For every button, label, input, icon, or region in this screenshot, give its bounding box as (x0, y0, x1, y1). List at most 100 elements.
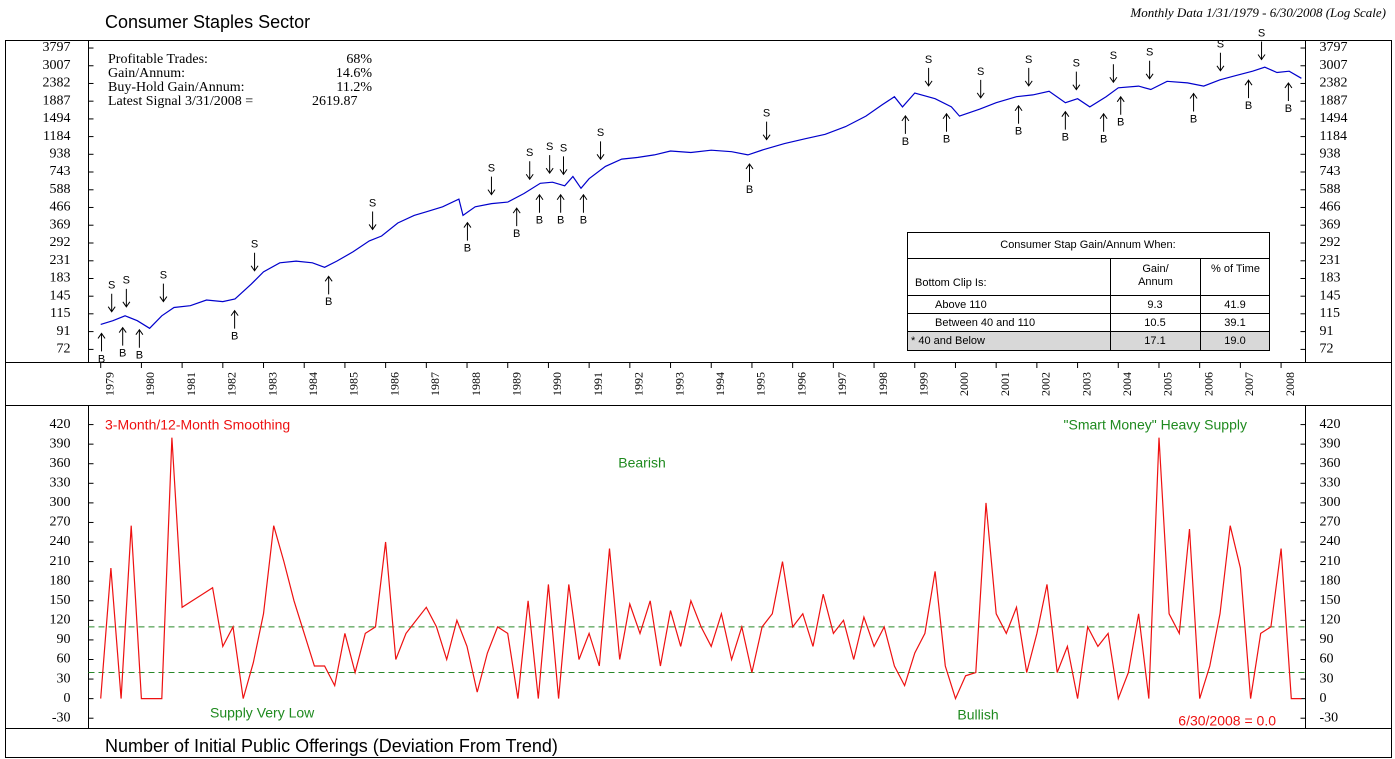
y-tick-label: 1184 (1320, 129, 1347, 144)
signal-arrow (1244, 79, 1253, 99)
signal-label: S (560, 142, 567, 154)
table-cell: 19.0 (1224, 335, 1245, 347)
table-header-box: % of Time (1211, 263, 1260, 275)
signal-arrow (1014, 104, 1023, 124)
annotation: 3-Month/12-Month Smoothing (105, 417, 290, 433)
y-tick-label: 91 (57, 324, 71, 339)
signal-arrow (1109, 64, 1118, 84)
signal-label: S (108, 280, 115, 292)
y-tick-label: 588 (1320, 182, 1341, 197)
x-tick-label: 1982 (225, 372, 239, 396)
table-cell: Above 110 (935, 299, 987, 311)
x-tick-label: 1987 (428, 372, 442, 396)
y-tick-label: 60 (1320, 652, 1334, 667)
x-tick-label: 2005 (1161, 372, 1175, 396)
y-tick-label: 270 (1320, 515, 1341, 530)
x-tick-label: 1991 (591, 372, 605, 396)
x-tick-label: 1993 (672, 372, 686, 396)
y-tick-label: 30 (1320, 671, 1334, 686)
chart-title: Consumer Staples Sector (105, 12, 310, 32)
signal-arrow (1099, 112, 1108, 132)
signal-label: S (1073, 58, 1080, 70)
signal-label: B (536, 215, 543, 227)
y-tick-label: 938 (50, 147, 71, 162)
x-tick-label: 1996 (794, 372, 808, 396)
y-tick-label: 210 (1320, 554, 1341, 569)
signal-arrow (324, 275, 333, 295)
signal-label: S (369, 197, 376, 209)
y-tick-label: 369 (50, 217, 71, 232)
stat-value: 2619.87 (312, 94, 358, 109)
y-tick-label: 240 (50, 534, 71, 549)
y-tick-label: 743 (50, 164, 71, 179)
signal-label: B (1285, 103, 1292, 115)
y-tick-label: 145 (1320, 288, 1341, 303)
chart-subtitle: Monthly Data 1/31/1979 - 6/30/2008 (Log … (1129, 5, 1386, 20)
y-tick-label: 0 (64, 691, 71, 706)
signal-arrow (487, 176, 496, 196)
table-cell: 10.5 (1144, 317, 1165, 329)
signal-label: B (136, 350, 143, 362)
y-tick-label: 180 (50, 573, 71, 588)
signal-label: B (119, 347, 126, 359)
table-frame (907, 232, 1270, 351)
signal-arrow (1189, 92, 1198, 112)
table-header-box: Gain/ Annum (1138, 263, 1173, 288)
signal-label: S (763, 108, 770, 120)
signal-arrow (463, 221, 472, 241)
y-tick-label: 420 (50, 417, 71, 432)
data-line (100, 66, 1302, 330)
stat-label: Latest Signal 3/31/2008 = (108, 94, 253, 109)
stat-label: Profitable Trades: (108, 52, 208, 67)
x-tick-label: 2008 (1283, 372, 1297, 396)
y-tick-label: 390 (1320, 436, 1341, 451)
signal-label: B (1100, 134, 1107, 146)
signal-label: B (231, 331, 238, 343)
signal-arrow (1216, 52, 1225, 72)
y-tick-label: 145 (50, 288, 71, 303)
y-tick-label: 3797 (1320, 40, 1348, 55)
signal-arrow (1116, 95, 1125, 115)
signal-arrow (559, 156, 568, 176)
y-tick-label: 60 (57, 652, 71, 667)
signal-label: B (902, 136, 909, 148)
signal-label: S (925, 54, 932, 66)
table-cell: 39.1 (1224, 317, 1245, 329)
x-tick-label: 1998 (876, 372, 890, 396)
y-tick-label: 231 (1320, 253, 1341, 268)
y-tick-label: 231 (50, 253, 71, 268)
x-tick-label: 1990 (550, 372, 564, 396)
x-tick-label: 2007 (1242, 372, 1256, 396)
signal-arrow (1284, 82, 1293, 101)
y-tick-label: 369 (1320, 217, 1341, 232)
x-tick-label: 1984 (306, 372, 320, 396)
x-tick-label: 2002 (1039, 372, 1053, 396)
stats: Profitable Trades: 68% Gain/Annum: 14.6%… (108, 52, 372, 109)
y-tick-label: 91 (1320, 324, 1334, 339)
signal-arrow (535, 193, 544, 213)
y-tick-label: 3007 (1320, 58, 1348, 73)
signal-label: S (251, 239, 258, 251)
x-tick-label: 1989 (509, 372, 523, 396)
y-tick-label: 115 (50, 306, 70, 321)
x-tick-label: 1997 (835, 372, 849, 396)
y-tick-label: 72 (57, 342, 71, 357)
signal-label: B (464, 242, 471, 254)
signal-arrow (942, 112, 951, 132)
y-tick-label: 3797 (43, 40, 71, 55)
y-tick-label: 120 (50, 613, 71, 628)
x-tick-label: 2000 (957, 372, 971, 396)
y-tick-label: 90 (57, 632, 71, 647)
signal-label: B (746, 184, 753, 196)
stat-value: 68% (346, 52, 372, 67)
signal-label: S (597, 127, 604, 139)
y-tick-label: 183 (1320, 271, 1341, 286)
x-tick-label: 1986 (387, 372, 401, 396)
x-tick-label: 1999 (917, 372, 931, 396)
y-tick-label: 300 (1320, 495, 1341, 510)
y-tick-label: -30 (52, 710, 71, 725)
table-title: Consumer Stap Gain/Annum When: (1000, 239, 1175, 251)
signal-label: S (1025, 54, 1032, 66)
signal-arrow (745, 163, 754, 182)
